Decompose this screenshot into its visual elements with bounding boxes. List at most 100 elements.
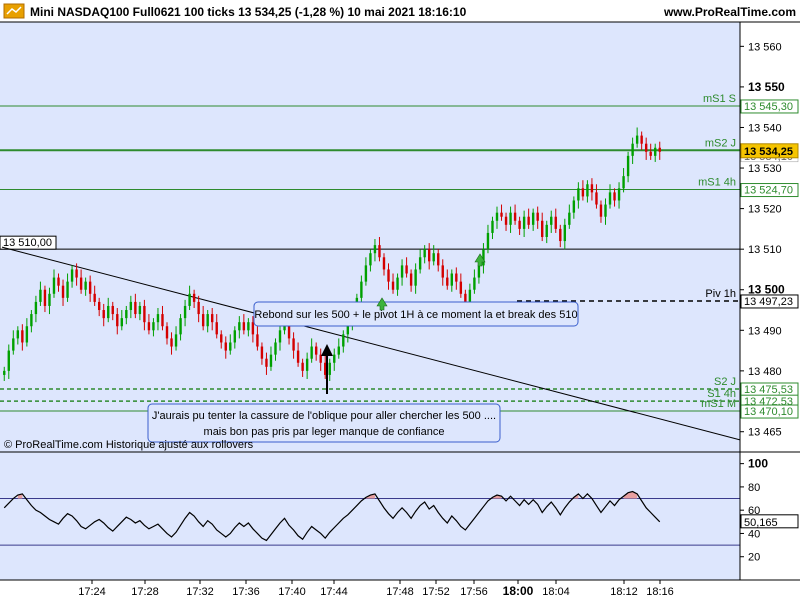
level-name: mS1 S — [703, 93, 736, 105]
time-tick-label: 18:16 — [646, 586, 674, 598]
level-value-box — [0, 235, 57, 250]
candle-body — [324, 362, 327, 375]
time-tick-label: 17:44 — [320, 586, 348, 598]
candle-body — [211, 314, 214, 323]
candle-body — [405, 265, 408, 274]
level-name: Piv 1h — [705, 288, 736, 300]
candle-body — [346, 326, 350, 335]
candle-body — [568, 212, 571, 225]
rsi-tick-label: 40 — [748, 528, 760, 540]
candle-body — [545, 224, 548, 237]
candle-body — [595, 192, 598, 205]
candle-body — [541, 220, 544, 237]
candle-body — [654, 147, 657, 156]
candle-body — [400, 265, 404, 278]
candle-body — [382, 257, 386, 270]
candle-body — [206, 314, 209, 327]
price-panel-background — [0, 22, 740, 452]
candle-body — [75, 269, 78, 278]
time-tick-label: 17:52 — [422, 586, 450, 598]
candle-body — [409, 273, 413, 286]
candle-body — [278, 330, 282, 343]
candle-body — [563, 224, 567, 242]
candle-body — [256, 334, 259, 347]
candle-body — [500, 212, 503, 217]
candle-body — [604, 204, 607, 217]
candle-body — [61, 285, 65, 298]
candle-body — [491, 220, 494, 233]
annotations: Rebond sur les 500 + le pivot 1H à ce mo… — [3, 3, 579, 443]
rsi-panel-background — [0, 452, 740, 580]
candle-body — [613, 192, 616, 201]
signal-up-arrow-icon — [376, 297, 388, 311]
candle-body — [229, 342, 232, 351]
time-tick-label: 17:32 — [186, 586, 214, 598]
price-badge-value: 13 534,25 — [744, 146, 793, 158]
trend-line — [1, 246, 741, 441]
candle-body — [418, 257, 422, 270]
candle-body — [292, 338, 295, 351]
candle-body — [305, 358, 309, 371]
candle-body — [116, 314, 119, 327]
candle-body — [342, 334, 345, 347]
candle-body — [590, 184, 594, 193]
candle-body — [7, 350, 10, 371]
candle-body — [238, 322, 241, 331]
candle-body — [572, 200, 576, 213]
level-value-box — [740, 183, 799, 198]
annotation-arrow-head — [321, 344, 333, 356]
rsi-tick-label: 20 — [748, 552, 760, 564]
price-tick-label: 13 490 — [748, 325, 782, 337]
candle-body — [373, 245, 377, 254]
logo-chart-glyph — [6, 6, 22, 15]
candle-body — [170, 338, 173, 347]
candle-body — [224, 342, 227, 351]
level-value: 13 475,53 — [744, 384, 793, 396]
candle-body — [396, 277, 399, 290]
time-tick-label: 18:12 — [610, 586, 638, 598]
candle-body — [52, 277, 56, 294]
rsi-tick-label: 60 — [748, 505, 760, 517]
rsi-overbought-fill — [623, 491, 638, 499]
candle-body — [25, 326, 29, 343]
time-tick-label: 17:40 — [278, 586, 306, 598]
candle-body — [215, 322, 218, 335]
level-value: 13 524,70 — [744, 185, 793, 197]
candle-body — [464, 293, 467, 302]
candle-body — [107, 305, 110, 319]
signal-up-arrow-icon — [474, 253, 486, 267]
site-link[interactable]: www.ProRealTime.com — [663, 5, 796, 19]
candle-body — [134, 301, 137, 315]
candle-body — [84, 281, 87, 290]
price-tick-label: 13 560 — [748, 41, 782, 53]
chart-title: Mini NASDAQ100 Full0621 100 ticks 13 534… — [30, 5, 467, 19]
candle-body — [531, 212, 535, 225]
candle-body — [581, 188, 585, 197]
candle-body — [179, 318, 182, 335]
candle-body — [649, 151, 652, 156]
candle-body — [48, 293, 51, 306]
candle-body — [509, 212, 512, 225]
time-tick-label: 17:28 — [131, 586, 159, 598]
candle-body — [242, 322, 246, 331]
annotation-oblique-line1: J'aurais pu tenter la cassure de l'obliq… — [152, 410, 496, 422]
candle-body — [631, 143, 634, 156]
price-tick-label: 13 500 — [748, 283, 785, 297]
candle-body — [102, 310, 105, 319]
level-value-box — [740, 294, 799, 309]
price-tick-label: 13 480 — [748, 366, 782, 378]
candle-body — [296, 350, 300, 363]
candle-body — [233, 330, 237, 343]
candle-body — [550, 216, 553, 225]
candle-body — [3, 370, 6, 375]
level-value: 13 497,23 — [744, 296, 793, 308]
candle-body — [328, 362, 331, 375]
time-tick-label: 17:36 — [232, 586, 260, 598]
candle-body — [143, 305, 146, 323]
candle-body — [265, 358, 268, 367]
candle-body — [301, 362, 304, 371]
time-tick-label: 17:56 — [460, 586, 488, 598]
candle-body — [427, 249, 431, 262]
rsi-value: 50,165 — [744, 517, 778, 529]
price-badge — [740, 143, 799, 159]
